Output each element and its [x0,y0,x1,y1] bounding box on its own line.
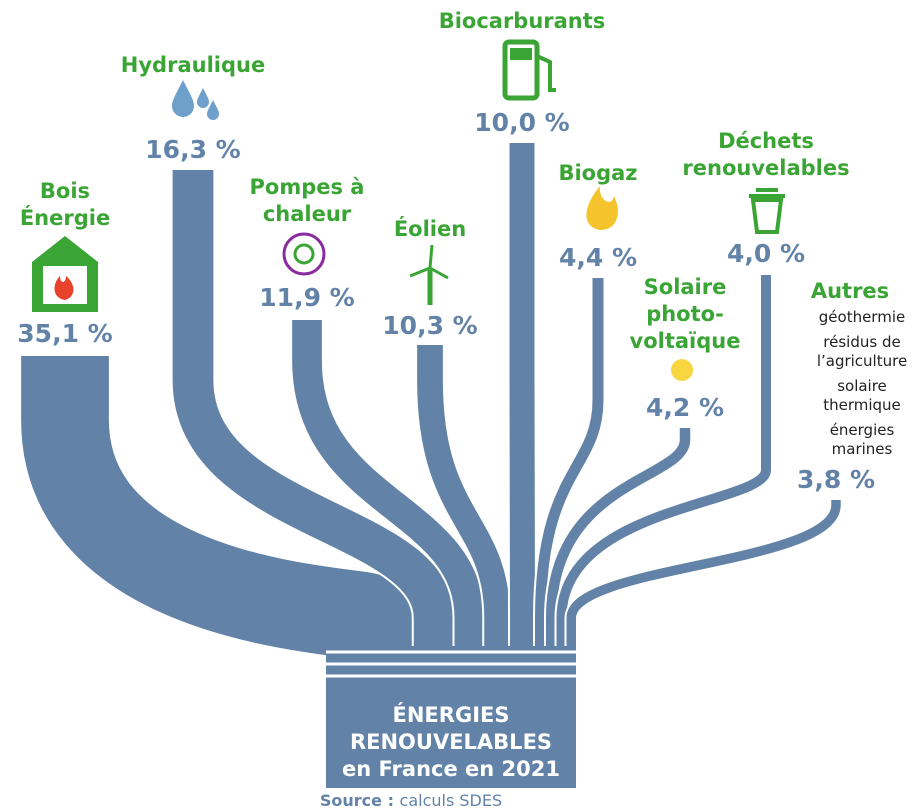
category-label: Bois [40,179,90,203]
trash-icon [749,188,785,234]
icons [32,39,785,381]
drop-icon [207,100,219,120]
category-label: Éolien [394,216,466,241]
stream [292,320,485,648]
category-label: voltaïque [630,329,741,353]
category-label: Biocarburants [439,9,606,33]
stream [546,428,691,648]
flame-icon [586,186,618,230]
stream [21,356,414,662]
source: Source : calculs SDES [320,791,502,810]
category-label: renouvelables [682,156,849,180]
chart-title: RENOUVELABLES [350,730,552,754]
drop-icon [197,88,209,108]
value-label: 35,1 % [17,319,112,348]
stream [535,278,604,648]
detail-label: géothermie [819,308,905,326]
detail-label: marines [832,440,893,458]
stream [566,500,841,648]
source-text: calculs SDES [400,791,503,810]
stream [556,275,771,648]
detail-label: solaire [837,377,887,395]
value-label: 3,8 % [797,465,875,494]
category-label: photo- [646,302,724,326]
category-label: Pompes à [250,175,365,199]
chart-title: ÉNERGIES [393,702,510,727]
value-label: 10,3 % [382,311,477,340]
trunk [326,646,576,788]
category-label: Énergie [20,205,110,230]
value-label: 10,0 % [474,108,569,137]
fan-blade [293,243,315,265]
value-label: 4,0 % [727,239,805,268]
value-label: 4,4 % [559,243,637,272]
fan-icon [282,232,326,276]
chart-title: en France en 2021 [342,757,560,781]
pump-icon [502,39,540,101]
category-label: Solaire [644,275,727,299]
detail-label: l’agriculture [817,352,907,370]
category-label: Déchets [718,129,814,153]
pump-screen [510,48,532,60]
detail-label: énergies [830,421,895,439]
stream [417,345,510,648]
category-label: Autres [811,279,889,303]
drop-icon [172,80,194,117]
value-label: 16,3 % [145,135,240,164]
stream-outline [564,500,843,648]
source-label: Source : [320,791,394,810]
value-label: 11,9 % [259,283,354,312]
category-label: Hydraulique [121,53,265,77]
stream [172,170,455,648]
fire-icon [54,276,74,300]
pump-hose [536,54,556,92]
streams [19,143,843,788]
category-label: Biogaz [558,161,637,185]
detail-label: résidus de [823,333,900,351]
detail-label: thermique [823,396,901,414]
sun-icon [671,359,693,381]
turbine-blades [409,244,449,280]
category-label: chaleur [263,202,352,226]
stream [509,143,535,648]
value-label: 4,2 % [646,393,724,422]
